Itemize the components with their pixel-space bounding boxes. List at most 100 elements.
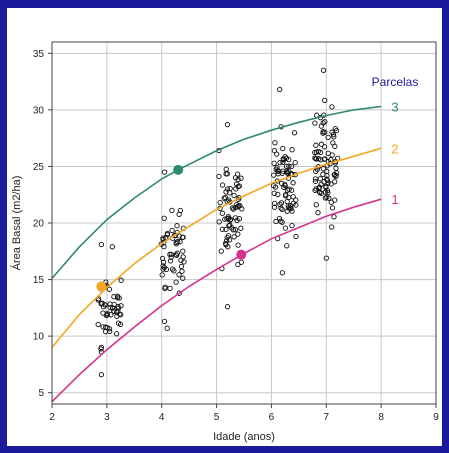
scatter-chart: 2 3 4 5 6 7 8 9 5 10 15 20 25 30 35 Idade (anos) Área… (10, 41, 439, 443)
data-point (279, 206, 285, 213)
data-point (218, 248, 224, 254)
data-point (108, 312, 114, 318)
data-point (109, 305, 116, 311)
data-point (329, 104, 335, 110)
data-point (100, 310, 106, 316)
data-point (224, 121, 231, 128)
highlight-point-3 (173, 164, 184, 175)
data-point (277, 86, 283, 93)
data-point (180, 248, 186, 254)
data-point (271, 172, 277, 178)
data-point (271, 190, 277, 196)
highlight-point-1 (236, 249, 247, 260)
data-point (98, 241, 105, 248)
data-point (113, 309, 120, 315)
data-point (281, 157, 287, 163)
data-point (321, 156, 327, 162)
data-point (271, 204, 278, 210)
data-point (326, 195, 332, 201)
y-tick-label: 15 (33, 275, 45, 286)
data-point (333, 173, 339, 180)
data-point (95, 321, 101, 328)
data-point (321, 144, 328, 150)
data-point (312, 178, 319, 185)
data-point (159, 272, 165, 278)
data-point (282, 183, 288, 189)
data-point (223, 226, 229, 233)
x-tick-label: 9 (433, 412, 439, 423)
data-point (176, 272, 182, 278)
data-point (281, 184, 287, 191)
data-point (284, 208, 290, 214)
data-point (324, 168, 330, 175)
x-axis-label: Idade (anos) (213, 431, 275, 443)
curve-parcela-2 (51, 147, 382, 348)
data-point (288, 163, 295, 170)
data-point (219, 182, 226, 188)
legend: 3 2 1 (391, 99, 398, 207)
data-point (275, 191, 281, 198)
y-axis-label: Área Basal (m2/ha) (10, 176, 23, 271)
fitted-curves (51, 105, 382, 403)
data-point (164, 325, 170, 331)
data-point (279, 180, 285, 187)
data-point (285, 205, 292, 211)
data-point (276, 215, 283, 222)
data-point (232, 175, 239, 181)
y-tick-label: 5 (38, 388, 44, 399)
data-point (225, 215, 232, 221)
data-point (325, 180, 331, 186)
data-point (163, 235, 169, 241)
x-tick-label: 5 (214, 412, 220, 423)
data-point (324, 177, 331, 183)
grid-lines (51, 42, 437, 404)
data-point (98, 371, 105, 378)
data-point (178, 257, 184, 263)
data-point (236, 216, 243, 222)
data-point (288, 205, 294, 212)
data-point (221, 195, 227, 201)
data-point (320, 171, 326, 177)
data-point (106, 326, 113, 332)
data-point (290, 200, 296, 206)
data-point (161, 318, 168, 325)
data-point (158, 241, 164, 247)
data-point (322, 195, 329, 201)
data-point (178, 263, 185, 270)
data-point (315, 156, 322, 162)
data-point (315, 148, 321, 155)
data-point (320, 67, 327, 73)
data-point (224, 171, 230, 177)
x-ticks: 2 3 4 5 6 7 8 9 (49, 404, 439, 423)
data-point (231, 234, 237, 240)
data-point (278, 205, 284, 211)
y-tick-label: 30 (33, 105, 45, 116)
data-point (271, 147, 278, 154)
data-point (231, 192, 237, 199)
data-point (225, 233, 232, 239)
data-point (280, 159, 286, 165)
data-point (235, 231, 241, 237)
data-point (98, 301, 104, 307)
x-tick-label: 4 (159, 412, 165, 423)
data-point (117, 321, 124, 328)
data-point (174, 223, 180, 229)
data-point (283, 163, 290, 170)
legend-label-1: 1 (391, 192, 398, 207)
data-point (320, 166, 327, 172)
y-tick-label: 25 (33, 162, 45, 173)
data-point (289, 147, 295, 153)
data-point (232, 226, 238, 233)
data-point (275, 168, 281, 174)
data-point (219, 226, 226, 232)
data-point (111, 308, 117, 314)
data-point (271, 160, 277, 166)
highlight-points (96, 164, 247, 292)
data-point (284, 243, 290, 249)
data-point (238, 259, 244, 265)
data-point (329, 205, 336, 211)
data-point (291, 130, 298, 136)
data-point (284, 198, 290, 205)
x-tick-label: 6 (269, 412, 275, 423)
data-point (118, 277, 124, 283)
